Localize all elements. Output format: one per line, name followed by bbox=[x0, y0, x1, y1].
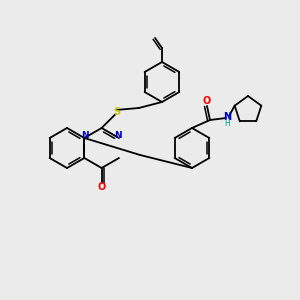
Text: O: O bbox=[203, 96, 211, 106]
Text: N: N bbox=[223, 112, 231, 122]
Text: S: S bbox=[113, 107, 120, 117]
Text: O: O bbox=[98, 182, 106, 192]
Text: H: H bbox=[224, 118, 230, 127]
Text: N: N bbox=[114, 131, 122, 140]
Text: N: N bbox=[82, 131, 89, 140]
